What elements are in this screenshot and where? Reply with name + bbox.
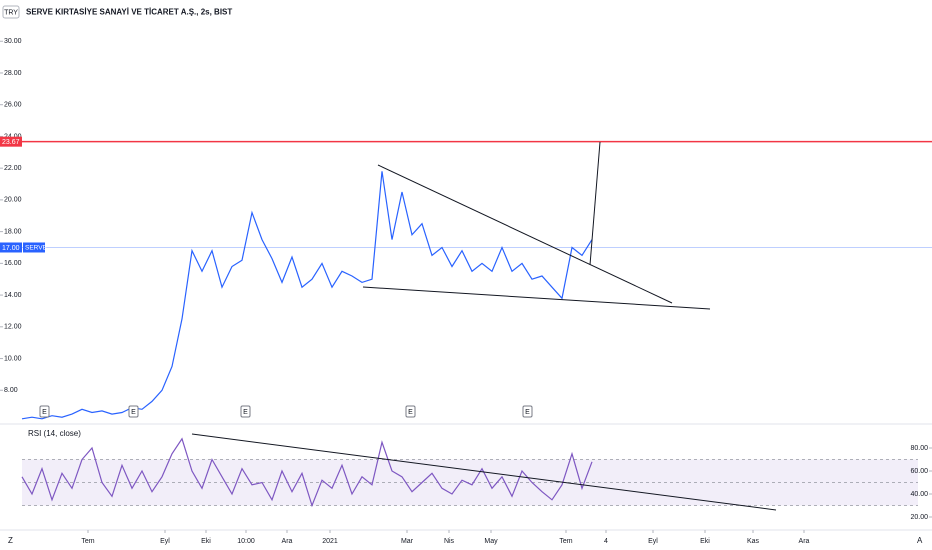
series-line [21, 437, 593, 508]
series-line [21, 171, 593, 420]
y-tick-label: 28.00 [4, 70, 22, 77]
footer-left[interactable]: Z [8, 536, 13, 545]
currency: TRY [4, 9, 18, 16]
series-label: SERVE [25, 245, 48, 252]
y-tick-label: 60.00 [910, 468, 928, 475]
event-label: E [525, 409, 530, 416]
event-label: E [243, 409, 248, 416]
y-tick-label: 18.00 [4, 228, 22, 235]
x-tick-label: Ara [282, 538, 293, 545]
x-tick-label: Eyl [648, 538, 658, 545]
footer-right[interactable]: A [917, 536, 923, 545]
currency-box[interactable] [2, 5, 20, 19]
y-tick-label: 20.00 [910, 514, 928, 521]
drawings [191, 141, 777, 511]
x-tick-label: Kas [747, 538, 760, 545]
event-box[interactable] [405, 405, 416, 418]
y-tick-label: 22.00 [4, 165, 22, 172]
price-label: 23.67 [2, 139, 20, 146]
rsi-trendline[interactable] [191, 433, 777, 511]
y-tick-label: 40.00 [910, 491, 928, 498]
y-tick-label: 16.00 [4, 260, 22, 267]
trendline[interactable] [377, 164, 673, 304]
y-tick-label: 80.00 [910, 445, 928, 452]
x-tick-label: Eki [700, 538, 710, 545]
y-tick-label: 14.00 [4, 292, 22, 299]
trendline[interactable] [362, 286, 711, 310]
rsi-title: RSI (14, close) [28, 429, 81, 438]
symbol-title: SERVE KIRTASİYE SANAYİ VE TİCARET A.Ş., … [26, 8, 232, 17]
y-tick-label: 12.00 [4, 324, 22, 331]
series-label-box [23, 242, 45, 253]
event-box[interactable] [240, 405, 251, 418]
y-tick-label: 30.00 [4, 38, 22, 45]
y-tick-label: 20.00 [4, 197, 22, 204]
event-box[interactable] [128, 405, 139, 418]
price-label: 17.00 [2, 245, 20, 252]
y-tick-label: 26.00 [4, 102, 22, 109]
trendline[interactable] [589, 141, 601, 266]
event-label: E [408, 409, 413, 416]
x-tick-label: Ara [799, 538, 810, 545]
x-tick-label: Nis [444, 538, 455, 545]
x-tick-label: Tem [559, 538, 572, 545]
x-tick-label: May [484, 538, 498, 545]
x-tick-label: Tem [81, 538, 94, 545]
price-label-box [0, 136, 22, 147]
price-label-box [0, 242, 22, 253]
y-tick-label: 8.00 [4, 387, 18, 394]
event-box[interactable] [522, 405, 533, 418]
y-tick-label: 10.00 [4, 355, 22, 362]
x-tick-label: 4 [604, 538, 608, 545]
x-tick-label: Mar [401, 538, 414, 545]
x-tick-label: Eyl [160, 538, 170, 545]
event-label: E [131, 409, 136, 416]
event-label: E [42, 409, 47, 416]
x-tick-label: 10:00 [237, 538, 255, 545]
x-tick-label: 2021 [322, 538, 338, 545]
event-box[interactable] [39, 405, 50, 418]
x-tick-label: Eki [201, 538, 211, 545]
